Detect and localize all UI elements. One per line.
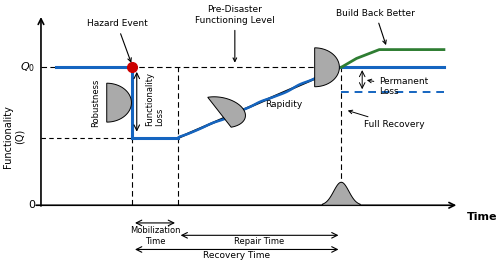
Y-axis label: Functionality
(Q): Functionality (Q) [3, 105, 24, 168]
Text: Full Recovery: Full Recovery [349, 110, 424, 129]
Text: Pre-Disaster
Functioning Level: Pre-Disaster Functioning Level [195, 5, 274, 61]
Polygon shape [322, 182, 360, 205]
Polygon shape [208, 97, 246, 127]
Text: Mobilization
Time: Mobilization Time [130, 227, 180, 246]
Text: Hazard Event: Hazard Event [86, 19, 148, 62]
Polygon shape [314, 48, 340, 87]
Text: Robustness: Robustness [92, 78, 100, 127]
Text: Permanent
Loss: Permanent Loss [368, 77, 428, 96]
Text: Build Back Better: Build Back Better [336, 9, 415, 44]
Polygon shape [106, 83, 132, 122]
Text: Repair Time: Repair Time [234, 237, 284, 246]
Text: Time: Time [466, 212, 497, 222]
Text: 0: 0 [28, 200, 35, 210]
Text: Recovery Time: Recovery Time [203, 251, 270, 260]
Text: $Q_0$: $Q_0$ [20, 60, 36, 74]
Text: Rapidity: Rapidity [266, 100, 302, 109]
Text: Functionality
Loss: Functionality Loss [145, 72, 165, 126]
